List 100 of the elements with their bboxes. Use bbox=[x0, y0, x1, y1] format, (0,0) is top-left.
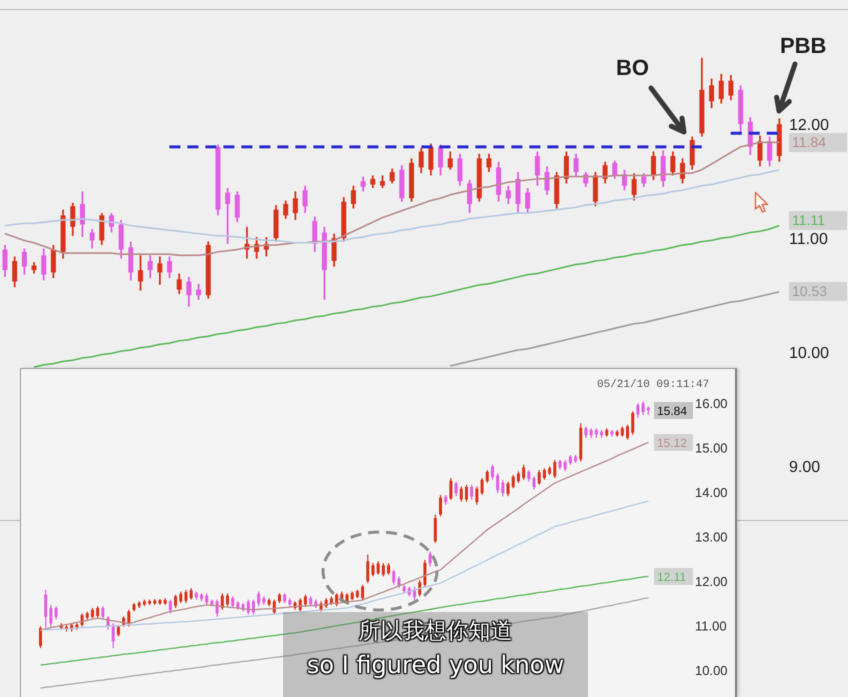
y-tick-label: 11.00 bbox=[695, 618, 727, 634]
candlestick bbox=[283, 200, 288, 220]
candlestick bbox=[302, 184, 308, 214]
candlestick bbox=[90, 228, 95, 250]
candlestick bbox=[602, 160, 608, 184]
y-tick-label: 12.00 bbox=[789, 116, 830, 134]
candlestick bbox=[44, 589, 48, 629]
candlestick bbox=[127, 609, 130, 628]
candlestick bbox=[292, 190, 298, 221]
candlestick bbox=[670, 150, 676, 176]
candlestick bbox=[39, 626, 42, 649]
subtitle-panel: 所以我想你知道 so I figured you know bbox=[283, 612, 588, 697]
y-tick-label: 14.00 bbox=[695, 484, 728, 500]
candlestick bbox=[138, 254, 144, 292]
candlestick bbox=[532, 476, 536, 490]
candlestick bbox=[370, 174, 376, 189]
candlestick bbox=[709, 78, 714, 110]
y-tick-label: 10.00 bbox=[789, 344, 830, 362]
candlestick bbox=[387, 562, 390, 576]
candlestick bbox=[636, 402, 640, 419]
candlestick bbox=[226, 592, 230, 607]
candlestick bbox=[360, 176, 366, 192]
candlestick bbox=[590, 428, 593, 439]
candlestick bbox=[467, 179, 472, 214]
candlestick bbox=[90, 607, 94, 619]
candlestick bbox=[174, 594, 178, 609]
candlestick bbox=[257, 590, 260, 607]
candlestick bbox=[157, 256, 162, 286]
candlestick bbox=[449, 477, 452, 500]
candlestick bbox=[568, 454, 572, 466]
candlestick bbox=[650, 150, 656, 181]
annotation: 所以我想你知道 bbox=[358, 619, 512, 644]
candlestick bbox=[54, 606, 58, 620]
candlestick bbox=[278, 592, 281, 604]
candlestick bbox=[196, 282, 202, 301]
candlestick bbox=[728, 74, 734, 102]
annotation: so I figured you know bbox=[306, 651, 564, 679]
candlestick bbox=[80, 190, 85, 238]
candlestick bbox=[234, 190, 240, 224]
candlestick bbox=[516, 470, 520, 484]
candlestick bbox=[564, 459, 567, 472]
data-label: 12.11 bbox=[657, 570, 686, 584]
candlestick bbox=[438, 144, 444, 176]
candlestick bbox=[96, 606, 100, 619]
candlestick bbox=[680, 157, 686, 184]
candlestick bbox=[538, 469, 541, 486]
candlestick bbox=[486, 469, 489, 484]
candlestick bbox=[558, 459, 562, 470]
candlestick bbox=[448, 150, 453, 171]
candlestick bbox=[428, 550, 432, 568]
candlestick bbox=[584, 426, 588, 439]
candlestick bbox=[457, 152, 462, 187]
candlestick bbox=[475, 486, 478, 506]
candlestick bbox=[632, 172, 637, 202]
candlestick bbox=[22, 248, 27, 276]
candlestick bbox=[718, 72, 724, 104]
candlestick bbox=[2, 244, 8, 278]
candlestick bbox=[366, 554, 370, 584]
candlestick bbox=[512, 474, 515, 489]
data-label: 15.12 bbox=[657, 436, 688, 450]
candlestick bbox=[167, 256, 172, 280]
candlestick bbox=[101, 606, 104, 620]
candlestick bbox=[309, 596, 312, 607]
candlestick bbox=[525, 187, 530, 214]
candlestick bbox=[50, 244, 56, 280]
candlestick bbox=[464, 484, 468, 502]
candlestick bbox=[148, 254, 153, 280]
candlestick bbox=[439, 494, 442, 517]
candlestick bbox=[553, 459, 556, 479]
candlestick bbox=[620, 426, 624, 438]
candlestick bbox=[304, 594, 307, 607]
candlestick bbox=[32, 261, 37, 274]
candlestick bbox=[642, 400, 645, 416]
candlestick bbox=[112, 622, 115, 649]
candlestick bbox=[501, 479, 504, 497]
annotation: PBB bbox=[780, 33, 826, 58]
candlestick bbox=[371, 562, 374, 577]
candlestick bbox=[626, 424, 630, 440]
candlestick bbox=[418, 147, 424, 174]
candlestick bbox=[534, 150, 540, 187]
candlestick bbox=[397, 576, 400, 589]
candlestick bbox=[186, 276, 192, 308]
candlestick bbox=[767, 136, 772, 168]
annotation: BO bbox=[616, 55, 649, 80]
candlestick bbox=[454, 480, 458, 497]
candlestick bbox=[205, 592, 208, 606]
candlestick bbox=[522, 464, 526, 480]
candlestick bbox=[542, 468, 546, 480]
candlestick bbox=[631, 410, 634, 436]
candlestick bbox=[231, 596, 234, 609]
candlestick bbox=[490, 464, 494, 480]
candlestick bbox=[757, 134, 762, 168]
candlestick bbox=[527, 469, 530, 482]
candlestick bbox=[392, 569, 396, 586]
candlestick bbox=[470, 484, 474, 500]
candlestick bbox=[506, 480, 510, 497]
annotation: 15.84 bbox=[657, 404, 688, 418]
candlestick bbox=[184, 589, 188, 604]
candlestick bbox=[49, 604, 52, 628]
candlestick bbox=[428, 142, 434, 176]
